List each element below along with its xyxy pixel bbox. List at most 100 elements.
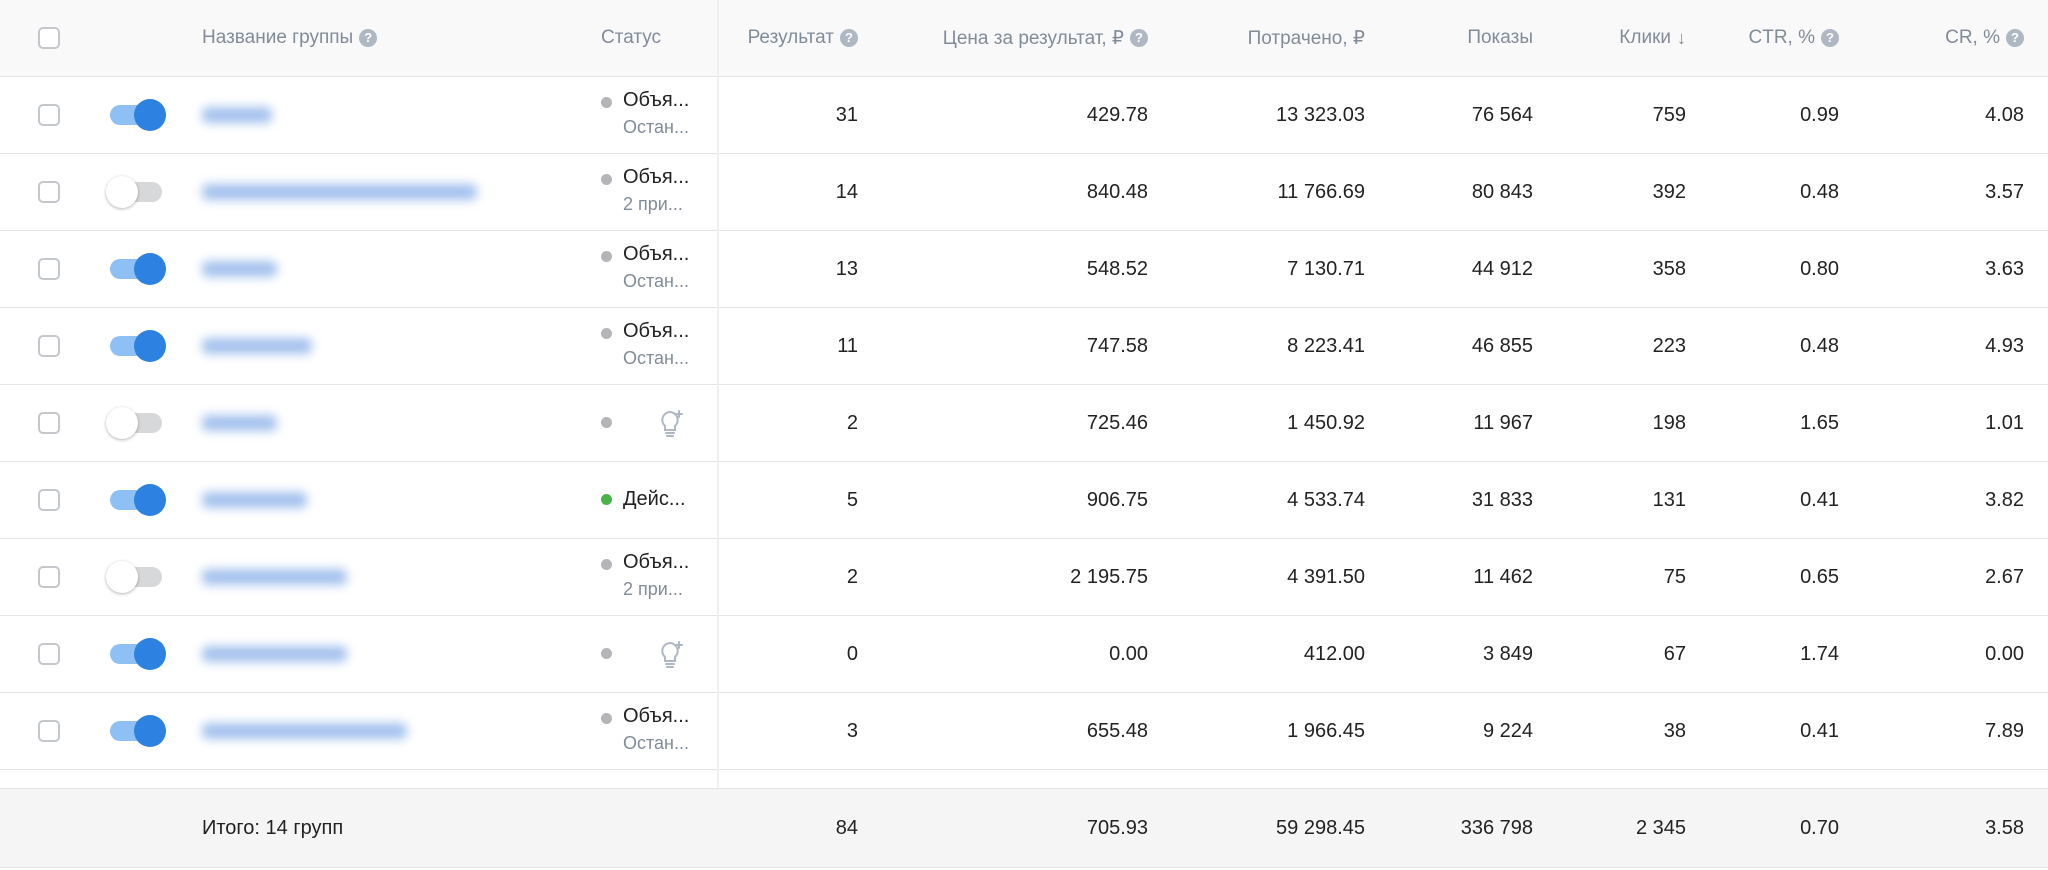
toggle-knob: [134, 330, 166, 362]
toggle-knob: [106, 561, 138, 593]
status-dot: [601, 251, 612, 262]
group-name-blurred[interactable]: [202, 261, 277, 277]
column-title[interactable]: Результат: [747, 27, 834, 48]
row-checkbox[interactable]: [38, 566, 60, 588]
metric-value: 0.41: [1800, 719, 1839, 742]
status-subtext: Остан...: [623, 733, 689, 753]
row-checkbox[interactable]: [38, 258, 60, 280]
status-toggle[interactable]: [110, 253, 166, 285]
row-checkbox[interactable]: [38, 104, 60, 126]
metric-value: 358: [1652, 257, 1686, 280]
group-name-blurred[interactable]: [202, 184, 477, 200]
help-icon[interactable]: ?: [359, 29, 378, 47]
metric-value: 429.78: [1086, 103, 1148, 126]
recommendation-icon[interactable]: [657, 409, 685, 444]
metric-value: 759: [1652, 103, 1686, 126]
metric-value: 1.65: [1800, 411, 1839, 434]
metric-value: 2: [846, 411, 858, 434]
group-name-blurred[interactable]: [202, 492, 307, 508]
status-subtext: 2 при...: [623, 194, 683, 214]
metric-value: 2: [846, 565, 858, 588]
status-toggle[interactable]: [110, 484, 166, 516]
status-toggle[interactable]: [110, 715, 166, 747]
status-toggle[interactable]: [106, 176, 162, 208]
group-name-blurred[interactable]: [202, 338, 312, 354]
column-title[interactable]: CR, %: [1945, 27, 2000, 48]
metric-value: 11 462: [1473, 565, 1533, 588]
column-header: Название группы?: [202, 0, 378, 76]
status-text: Объя...: [623, 705, 690, 727]
status-text: Объя...: [623, 89, 690, 111]
metric-value: 0.00: [1109, 642, 1148, 665]
metric-value: 1 450.92: [1287, 411, 1365, 434]
metric-value: 3.63: [1985, 257, 2024, 280]
table-header: Название группы? Статус Результат? Цена за …: [0, 0, 2048, 77]
row-checkbox[interactable]: [38, 181, 60, 203]
column-title[interactable]: Потрачено, ₽: [1247, 27, 1365, 49]
status-toggle[interactable]: [110, 99, 166, 131]
metric-value: 44 912: [1471, 257, 1533, 280]
status-toggle[interactable]: [106, 407, 162, 439]
table-row: 0 0.00 412.00 3 849 67 1.74 0.00: [0, 616, 2048, 693]
metric-value: 0.80: [1800, 257, 1839, 280]
status-toggle[interactable]: [110, 638, 166, 670]
status-subtext: Остан...: [623, 271, 689, 291]
metric-value: 4.93: [1985, 334, 2024, 357]
status-dot: [601, 174, 612, 185]
metric-value: 906.75: [1086, 488, 1148, 511]
metric-value: 11 967: [1473, 411, 1533, 434]
footer-total: 84: [835, 816, 858, 839]
metric-value: 14: [835, 180, 858, 203]
group-name-blurred[interactable]: [202, 646, 347, 662]
row-checkbox[interactable]: [38, 720, 60, 742]
recommendation-icon[interactable]: [657, 640, 685, 675]
column-header: Результат?: [748, 0, 858, 76]
row-checkbox[interactable]: [38, 489, 60, 511]
toggle-knob: [106, 176, 138, 208]
status-subtext: 2 при...: [623, 579, 683, 599]
metric-value: 1.74: [1800, 642, 1839, 665]
help-icon[interactable]: ?: [840, 29, 858, 47]
status-cell: Объя... 2 при...: [601, 539, 701, 615]
column-title[interactable]: Название группы: [202, 27, 354, 48]
column-title[interactable]: Показы: [1467, 27, 1533, 48]
metric-value: 11 766.69: [1277, 180, 1366, 203]
metric-value: 3.57: [1985, 180, 2024, 203]
row-checkbox[interactable]: [38, 643, 60, 665]
footer-total: 0.70: [1800, 816, 1839, 839]
status-dot: [601, 494, 612, 505]
row-checkbox[interactable]: [38, 335, 60, 357]
column-title[interactable]: CTR, %: [1748, 27, 1816, 48]
group-name-blurred[interactable]: [202, 107, 272, 123]
table-row: 2 725.46 1 450.92 11 967 198 1.65 1.01: [0, 385, 2048, 462]
toggle-knob: [134, 484, 166, 516]
status-text: Объя...: [623, 166, 690, 188]
status-text: Объя...: [623, 243, 690, 265]
table-row: Объя... Остан... 11 747.58 8 223.41 46 855 223…: [0, 308, 2048, 385]
metric-value: 31 833: [1471, 488, 1533, 511]
status-dot: [601, 713, 612, 724]
column-title[interactable]: Клики: [1619, 27, 1671, 48]
metric-value: 2.67: [1985, 565, 2024, 588]
metric-value: 1.01: [1985, 411, 2024, 434]
status-toggle[interactable]: [110, 330, 166, 362]
footer-label: Итого: 14 групп: [202, 816, 344, 839]
status-toggle[interactable]: [106, 561, 162, 593]
group-name-blurred[interactable]: [202, 723, 407, 739]
help-icon[interactable]: ?: [1821, 29, 1839, 47]
select-all-checkbox[interactable]: [38, 27, 60, 49]
column-title[interactable]: Цена за результат, ₽: [942, 27, 1124, 49]
group-name-blurred[interactable]: [202, 569, 347, 585]
status-cell: [601, 385, 701, 461]
help-icon[interactable]: ?: [2006, 29, 2024, 47]
metric-value: 0.41: [1800, 488, 1839, 511]
status-subtext: Остан...: [623, 117, 689, 137]
help-icon[interactable]: ?: [1130, 29, 1148, 47]
row-checkbox[interactable]: [38, 412, 60, 434]
status-cell: Дейс...: [601, 462, 701, 538]
status-cell: Объя... 2 при...: [601, 154, 701, 230]
column-title[interactable]: Статус: [601, 27, 662, 48]
group-name-blurred[interactable]: [202, 415, 277, 431]
status-dot: [601, 97, 612, 108]
footer-total: 59 298.45: [1276, 816, 1365, 839]
